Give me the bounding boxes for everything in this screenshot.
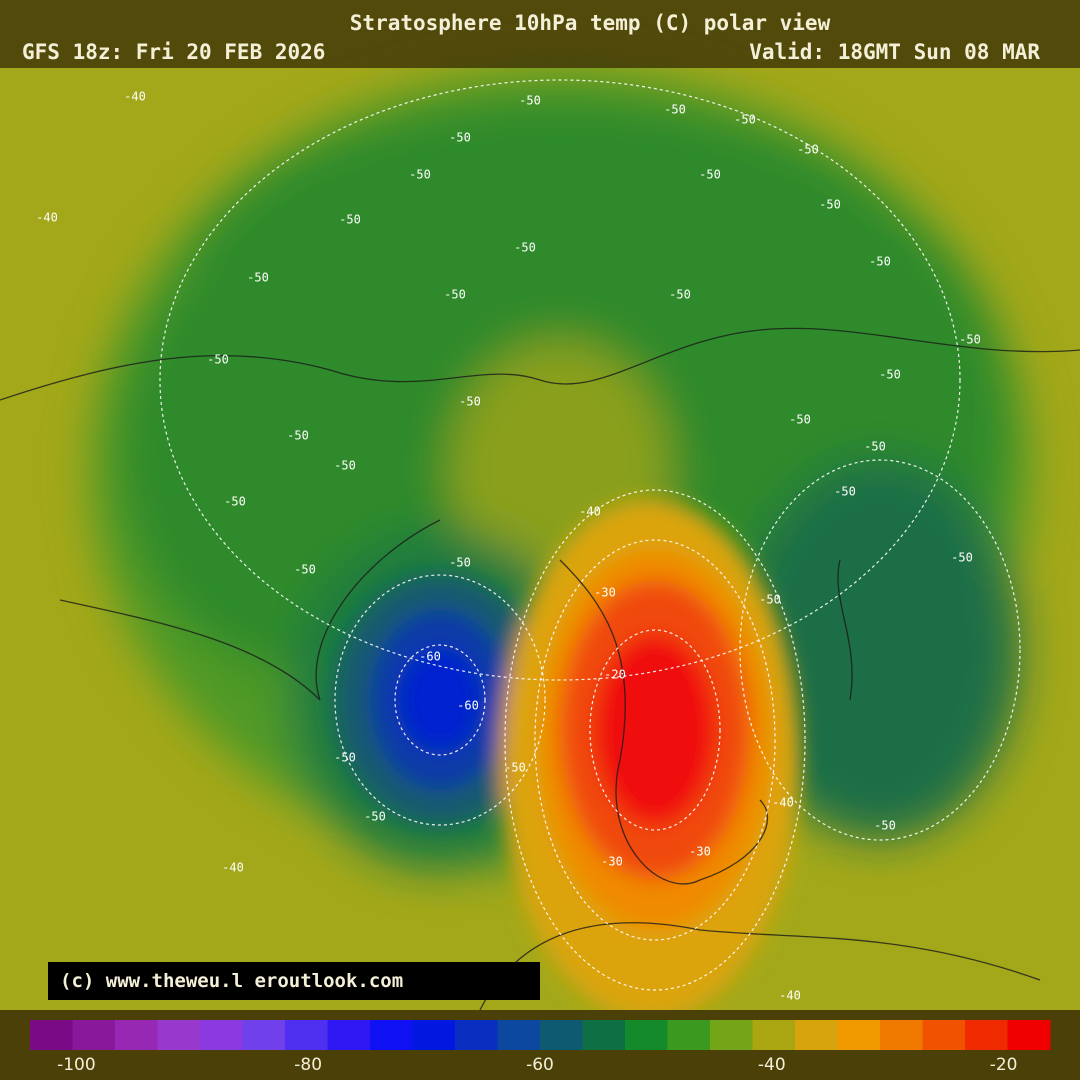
contour-labels: -40 -40 -50 -50 -50 -50 -50 -50 -50 -50 -50 -50 -50 -… [36,90,981,1003]
colorbar-tick-label: -40 [758,1055,786,1075]
colorbar: -100 -80 -60 -40 -20 [30,1020,1051,1075]
contour-label: -50 [797,143,819,157]
model-run: GFS 18z: Fri 20 FEB 2026 [22,40,325,64]
colorbar-swatch [752,1020,796,1050]
contour-label: -30 [689,845,711,859]
colorbar-swatch [200,1020,243,1050]
colorbar-swatch [625,1020,668,1050]
contour-label: -50 [664,103,686,117]
contour-label: -50 [287,429,309,443]
colorbar-swatch [497,1020,541,1050]
contour-label: -50 [334,459,356,473]
colorbar-swatch [582,1020,626,1050]
colorbar-swatch [837,1020,881,1050]
contour-label: -50 [879,368,901,382]
colorbar-swatch [455,1020,498,1050]
contour-label: -50 [874,819,896,833]
contour-label: -50 [869,255,891,269]
contour-label: -50 [504,761,526,775]
contour-label: -40 [222,861,244,875]
colorbar-swatch [1007,1020,1051,1050]
colorbar-swatch [115,1020,158,1050]
contour-label: -50 [224,495,246,509]
contour-label: -50 [444,288,466,302]
colorbar-swatch [285,1020,328,1050]
contour-label: -50 [759,593,781,607]
contour-label: -30 [601,855,623,869]
contour-label: -50 [247,271,269,285]
contour-label: -50 [834,485,856,499]
contour-label: -50 [459,395,481,409]
contour-label: -50 [951,551,973,565]
contour-label: -40 [36,211,58,225]
colorbar-swatch [667,1020,711,1050]
contour-label: -50 [819,198,841,212]
colorbar-tick-label: -100 [57,1055,96,1075]
colorbar-swatch [965,1020,1008,1050]
contour-label: -50 [449,556,471,570]
valid-time: Valid: 18GMT Sun 08 MAR [749,40,1040,64]
contour-label: -50 [699,168,721,182]
colorbar-swatch [412,1020,456,1050]
contour-label: -50 [339,213,361,227]
colorbar-tick-label: -80 [294,1055,322,1075]
colorbar-swatch [710,1020,753,1050]
contour-label: -50 [514,241,536,255]
map-title: Stratosphere 10hPa temp (C) polar view [350,11,831,35]
contour-label: -40 [124,90,146,104]
contour-label: -50 [449,131,471,145]
colorbar-swatch [370,1020,413,1050]
contour-label: -50 [364,810,386,824]
colorbar-swatch [30,1020,73,1050]
contour-label: -50 [669,288,691,302]
contour-label: -50 [334,751,356,765]
contour-label: -50 [294,563,316,577]
contour-label: -50 [207,353,229,367]
colorbar-tick-label: -60 [526,1055,554,1075]
contour-label: -50 [959,333,981,347]
colorbar-swatch [72,1020,116,1050]
colorbar-swatch [795,1020,838,1050]
contour-label: -50 [734,113,756,127]
colorbar-tick-label: -20 [990,1055,1018,1075]
contour-label: -50 [519,94,541,108]
contour-label: -50 [864,440,886,454]
contour-label: -40 [772,796,794,810]
copyright-box [48,962,540,1000]
contour-label: -50 [789,413,811,427]
colorbar-swatch [242,1020,286,1050]
contour-label: -30 [594,586,616,600]
contour-label: -40 [779,989,801,1003]
header-bar [0,0,1080,68]
copyright: (c) www.theweu.l eroutlook.com [60,970,403,992]
colorbar-swatch [157,1020,201,1050]
contour-label: -50 [409,168,431,182]
contour-label: -40 [579,505,601,519]
colorbar-swatch [922,1020,966,1050]
colorbar-swatch [880,1020,923,1050]
colorbar-swatch [540,1020,583,1050]
contour-label: -60 [419,650,441,664]
contour-label: -60 [457,699,479,713]
contour-label: -20 [604,668,626,682]
colorbar-swatch [327,1020,371,1050]
